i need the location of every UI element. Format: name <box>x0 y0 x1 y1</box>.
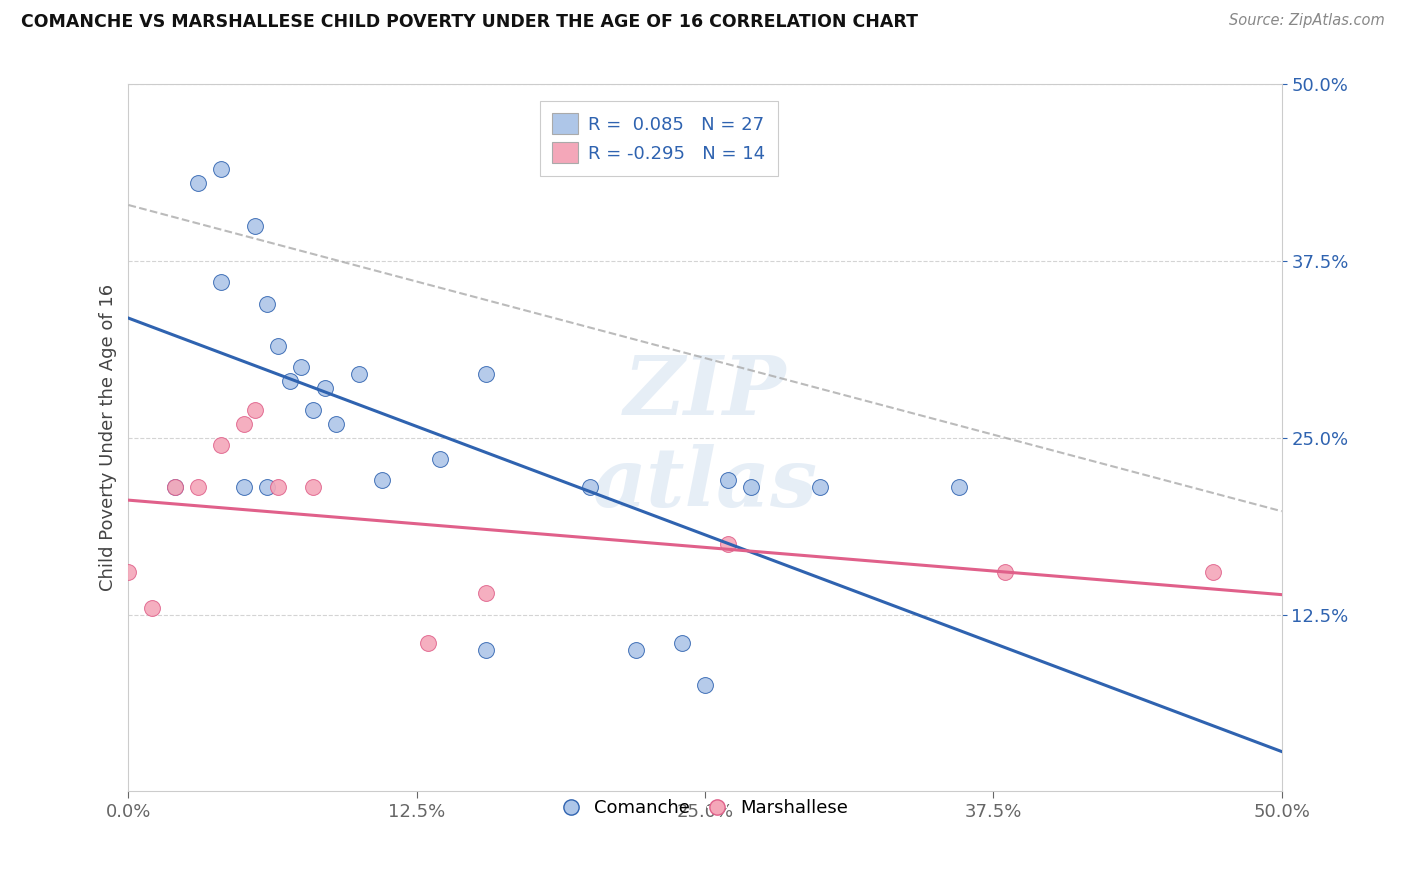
Point <box>314 381 336 395</box>
Point <box>475 586 498 600</box>
Y-axis label: Child Poverty Under the Age of 16: Child Poverty Under the Age of 16 <box>100 285 117 591</box>
Point <box>209 162 232 177</box>
Point <box>245 402 267 417</box>
Point <box>232 417 254 431</box>
Point <box>994 565 1017 579</box>
Point <box>475 643 498 657</box>
Point <box>740 480 762 494</box>
Text: COMANCHE VS MARSHALLESE CHILD POVERTY UNDER THE AGE OF 16 CORRELATION CHART: COMANCHE VS MARSHALLESE CHILD POVERTY UN… <box>21 13 918 31</box>
Point <box>187 480 209 494</box>
Point <box>187 177 209 191</box>
Point <box>290 360 312 375</box>
Point <box>475 368 498 382</box>
Point <box>209 276 232 290</box>
Point <box>141 600 163 615</box>
Point <box>245 219 267 233</box>
Point <box>810 480 832 494</box>
Point <box>163 480 186 494</box>
Point <box>209 438 232 452</box>
Point <box>418 636 440 650</box>
Point <box>429 452 451 467</box>
Point <box>302 480 325 494</box>
Point <box>1201 565 1223 579</box>
Point <box>267 480 290 494</box>
Point <box>232 480 254 494</box>
Point <box>256 296 278 310</box>
Point <box>693 678 716 692</box>
Point <box>278 374 301 388</box>
Point <box>302 402 325 417</box>
Point <box>624 643 647 657</box>
Text: ZIP
atlas: ZIP atlas <box>592 351 818 524</box>
Point <box>163 480 186 494</box>
Text: Source: ZipAtlas.com: Source: ZipAtlas.com <box>1229 13 1385 29</box>
Point <box>267 339 290 353</box>
Point <box>948 480 970 494</box>
Point <box>371 473 394 487</box>
Point <box>671 636 693 650</box>
Point <box>347 368 370 382</box>
Point <box>325 417 347 431</box>
Point <box>117 565 139 579</box>
Legend: Comanche, Marshallese: Comanche, Marshallese <box>554 792 856 825</box>
Point <box>717 537 740 551</box>
Point <box>256 480 278 494</box>
Point <box>717 473 740 487</box>
Point <box>578 480 600 494</box>
